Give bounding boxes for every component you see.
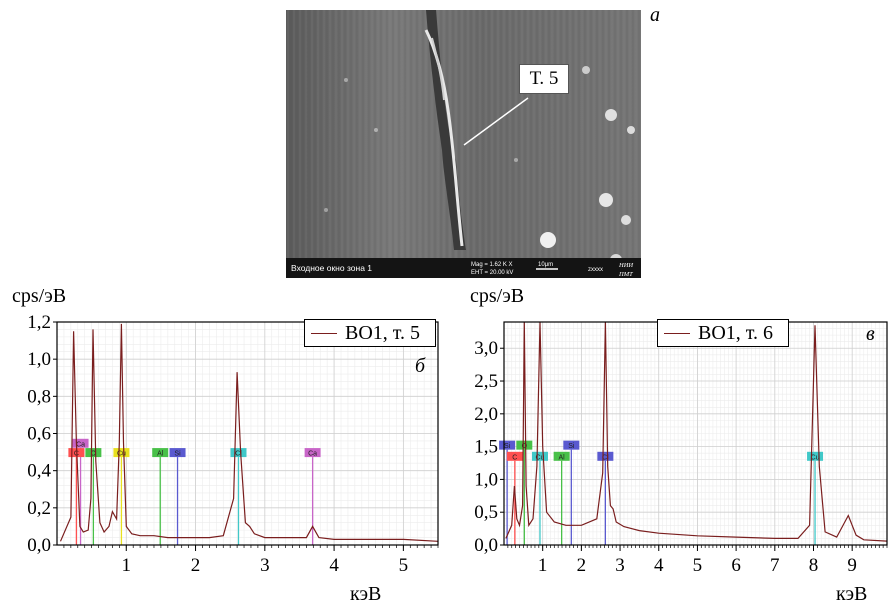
chart-b-y-tick-label: 0,6 [27,424,51,445]
sem-code: zxxxx [588,267,603,273]
chart-b-element-label: Si [174,451,181,458]
chart-b-legend-label: ВО1, т. 5 [345,321,421,344]
chart-v-y-tick-label: 2,5 [474,371,498,392]
chart-b-x-tick-label: 1 [122,555,132,576]
sem-eht: EHT = 20.00 kV [471,270,513,276]
chart-v-y-tick-label: 1,0 [474,469,498,490]
chart-v-x-tick-label: 1 [538,555,548,576]
chart-v-element-label: Cl [602,454,609,461]
chart-b-y-tick-label: 0,2 [27,498,51,519]
chart-b-x-tick-label: 3 [260,555,270,576]
callout-label: Т. 5 [529,68,559,89]
chart-v-x-tick-label: 7 [770,555,780,576]
chart-b-series-line [59,323,439,542]
chart-b-element-label: O [91,451,97,458]
chart-b-element-label: Al [157,451,164,458]
chart-b-y-tick-label: 0,4 [27,461,51,482]
chart-v-element-badge [531,451,548,461]
sem-micrograph: Входное окно зона 1 Mag = 1.62 K X EHT =… [286,10,641,278]
sem-info-bar [286,258,641,278]
chart-v-x-tick-label: 2 [577,555,587,576]
chart-b-frame [56,321,439,546]
chart-v-legend: ВО1, т. 6 [657,319,789,347]
chart-v-element-badge [597,451,614,461]
chart-b-element-label: Cl [235,451,242,458]
panel-letter-v: в [866,323,875,345]
chart-b-element-badge [304,448,321,458]
panel-letter-a: а [650,4,660,26]
chart-v-element-badge [499,440,516,450]
sem-scale-label: 10μm [538,262,553,268]
chart-v-series-line [505,321,888,542]
chart-v-x-tick-label: 9 [847,555,857,576]
chart-v-element-badge [553,451,570,461]
callout-line [463,97,529,146]
chart-b-element-badge [113,448,130,458]
chart-v-element-badge [506,451,523,461]
chart-b-legend-swatch [311,332,337,334]
chart-v-element-label: Si [504,443,511,450]
chart-v-y-tick-label: 0,0 [474,535,498,556]
chart-v-x-tick-label: 5 [693,555,703,576]
chart-v-y-tick-label: 0,5 [474,502,498,523]
chart-b-element-badge [230,448,247,458]
sem-logo-top: НИИ [618,262,633,269]
chart-v-x-tick-label: 6 [731,555,741,576]
chart-v-element-label: Si [568,443,575,450]
chart-v-element-badge [807,451,824,461]
chart-b-legend: ВО1, т. 5 [304,319,436,347]
panel-letter-b: б [415,355,426,377]
chart-v-element-label: Cu [536,454,545,461]
chart-v-xlabel: кэВ [836,583,868,605]
chart-b-element-badge [152,448,169,458]
chart-b-xlabel: кэВ [350,583,382,605]
chart-v-element-label: O [522,443,528,450]
chart-v-element-label: C [512,454,517,461]
chart-v-x-tick-label: 4 [654,555,664,576]
chart-v-legend-swatch [664,332,690,334]
sem-bar-caption: Входное окно зона 1 [291,263,372,273]
chart-v-element-label: Al [559,454,566,461]
chart-b-x-tick-label: 5 [399,555,409,576]
chart-v-element-label: Cu [811,454,820,461]
chart-b-element-label: Ca [76,441,85,448]
sem-logo-bottom: ПМТ [618,271,633,278]
sem-mag: Mag = 1.62 K X [471,262,513,268]
chart-v-element-badge [516,440,533,450]
chart-b-x-tick-label: 2 [191,555,201,576]
chart-v-legend-label: ВО1, т. 6 [698,321,774,344]
chart-v-y-tick-label: 1,5 [474,437,498,458]
chart-b-y-tick-label: 0,8 [27,386,51,407]
chart-v-y-tick-label: 3,0 [474,338,498,359]
chart-b-element-label: Cu [117,451,126,458]
chart-v-y-tick-label: 2,0 [474,404,498,425]
chart-v-element-badge [563,440,580,450]
chart-v-x-tick-label: 8 [809,555,819,576]
chart-v-x-tick-label: 3 [615,555,625,576]
chart-b-y-tick-label: 1,0 [27,349,51,370]
chart-b-x-tick-label: 4 [329,555,339,576]
chart-b-y-tick-label: 1,2 [27,312,51,333]
sem-image: Входное окно зона 1 Mag = 1.62 K X EHT =… [286,10,641,278]
chart-v-ylabel: cps/эВ [470,285,525,307]
chart-b-element-badge [85,448,102,458]
chart-b-element-badge [169,448,186,458]
callout-label-box: Т. 5 [519,64,569,94]
chart-b-element-badge [72,438,89,448]
chart-b-element-label: Ca [308,451,317,458]
chart-b-y-tick-label: 0,0 [27,535,51,556]
chart-b-ylabel: cps/эВ [12,285,67,307]
